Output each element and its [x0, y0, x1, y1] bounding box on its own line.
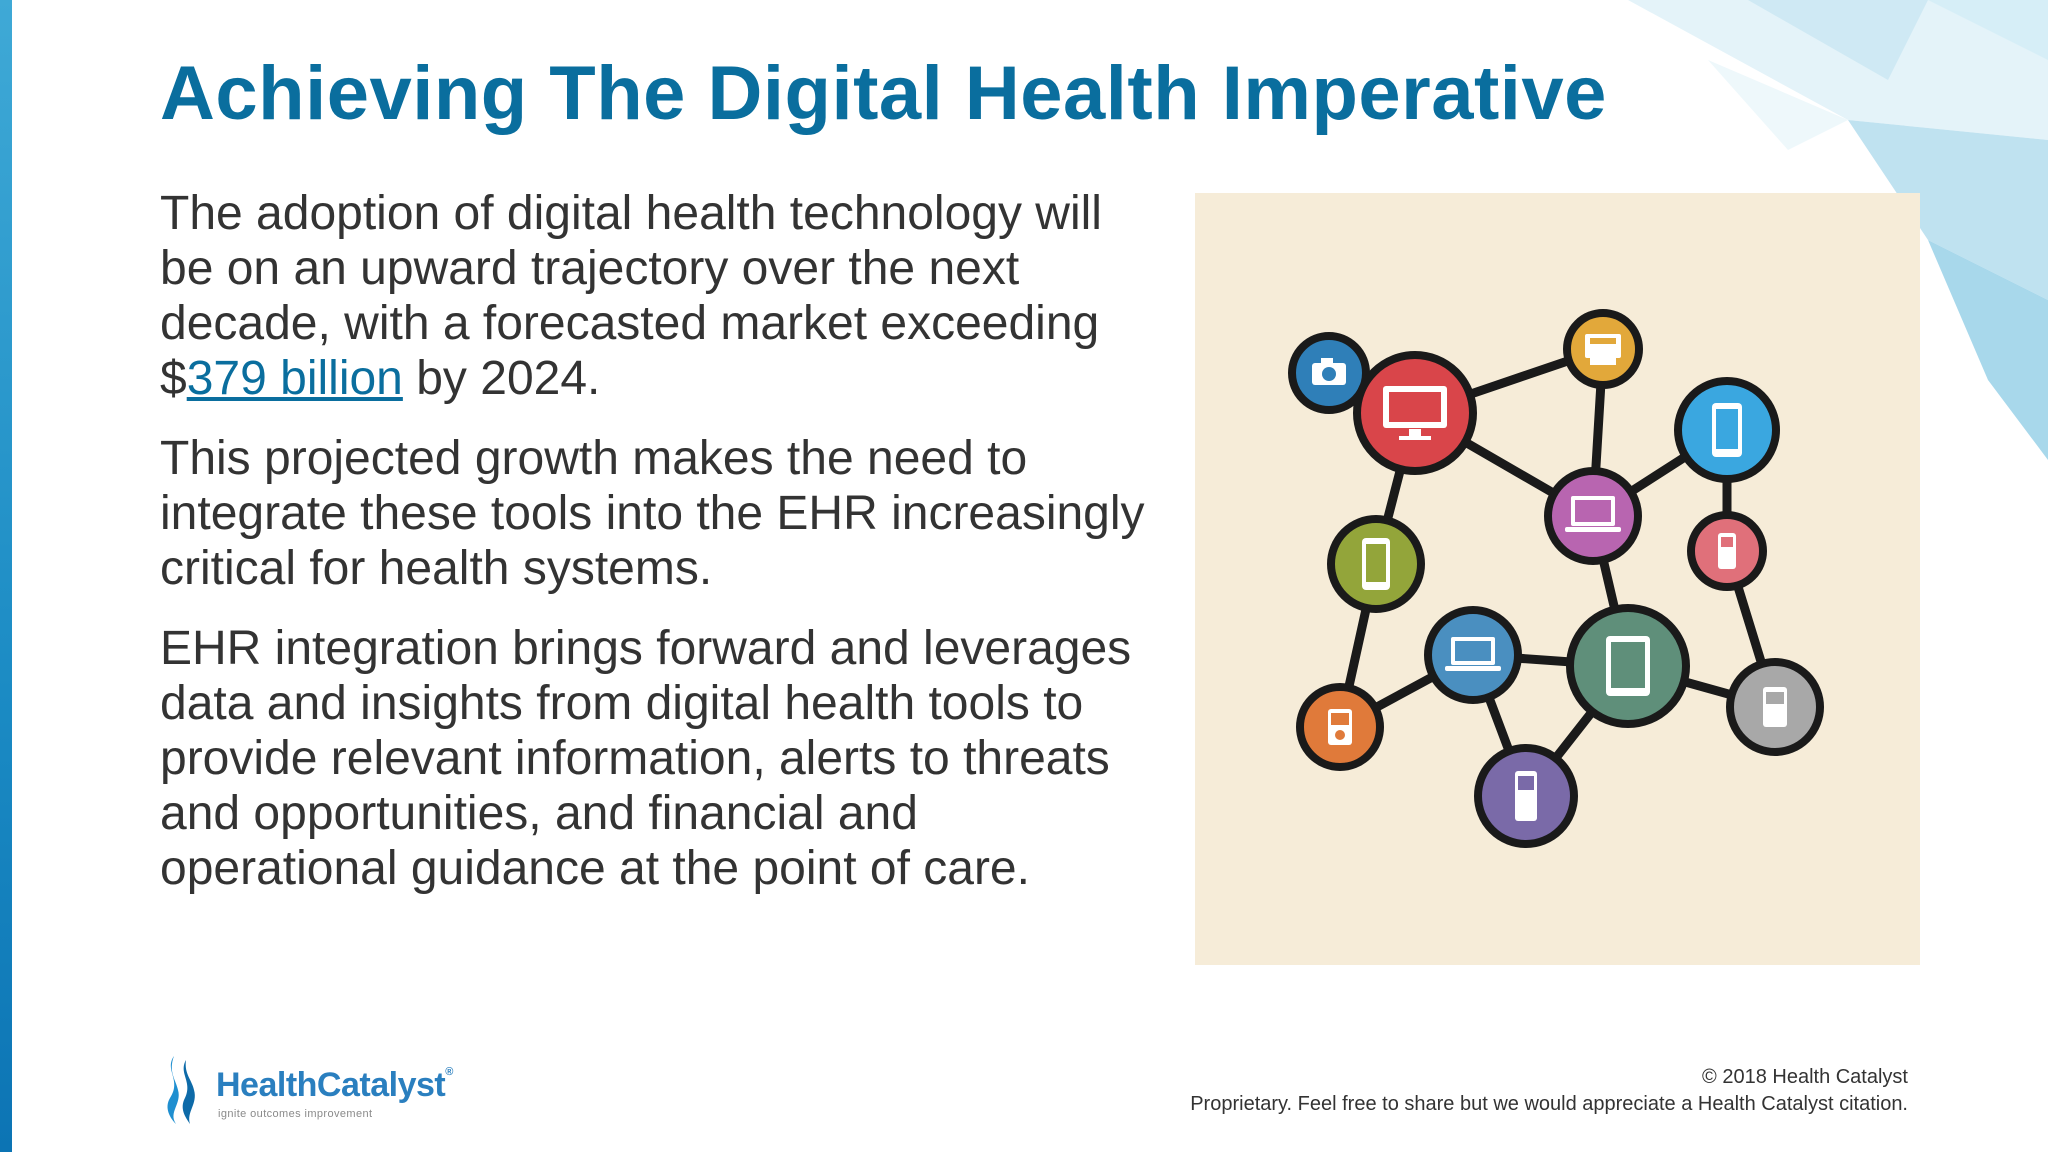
citation-note: Proprietary. Feel free to share but we w…: [1190, 1093, 1908, 1115]
camera-icon: [1312, 358, 1346, 385]
paragraph-adoption-start: The adoption of digital health technolog…: [160, 187, 1102, 405]
laptop-icon: [1445, 637, 1501, 671]
background-decoration: [1628, 0, 2048, 460]
paragraph-adoption-end: by 2024.: [402, 352, 601, 405]
page-title: Achieving The Digital Health Imperative: [160, 51, 1607, 136]
device-network-graphic: [1288, 309, 1824, 848]
feature-phone-icon: [1718, 533, 1736, 569]
smartphone-icon: [1712, 403, 1742, 457]
feature-phone-icon: [1763, 687, 1787, 727]
left-accent-bar: [0, 0, 12, 1152]
market-size-link[interactable]: 379 billion: [186, 352, 403, 405]
copyright-text: © 2018 Health Catalyst: [1702, 1066, 1908, 1088]
feature-phone-icon: [1515, 771, 1537, 821]
health-catalyst-logo: HealthCatalyst® ignite outcomes improvem…: [160, 1050, 480, 1130]
smartphone-icon: [1362, 538, 1390, 590]
flame-logo-icon: [167, 1056, 195, 1124]
monitor-icon: [1383, 386, 1447, 440]
logo-name-health: Health: [216, 1066, 317, 1104]
laptop-icon: [1565, 496, 1621, 532]
paragraph-growth: This projected growth makes the need to …: [160, 432, 1145, 595]
printer-icon: [1585, 334, 1621, 365]
logo-name-catalyst: Catalyst: [316, 1066, 446, 1104]
device-network-illustration: [1195, 193, 1920, 965]
body-text: The adoption of digital health technolog…: [160, 186, 1160, 921]
footer: © 2018 Health Catalyst Proprietary. Feel…: [1190, 1064, 1908, 1118]
music-player-icon: [1328, 709, 1352, 745]
paragraph-integration: EHR integration brings forward and lever…: [160, 622, 1132, 895]
logo-wordmark: HealthCatalyst®: [216, 1066, 453, 1104]
tablet-icon: [1606, 636, 1650, 696]
logo-tagline: ignite outcomes improvement: [218, 1108, 373, 1120]
paragraph-adoption: The adoption of digital health technolog…: [160, 186, 1160, 406]
